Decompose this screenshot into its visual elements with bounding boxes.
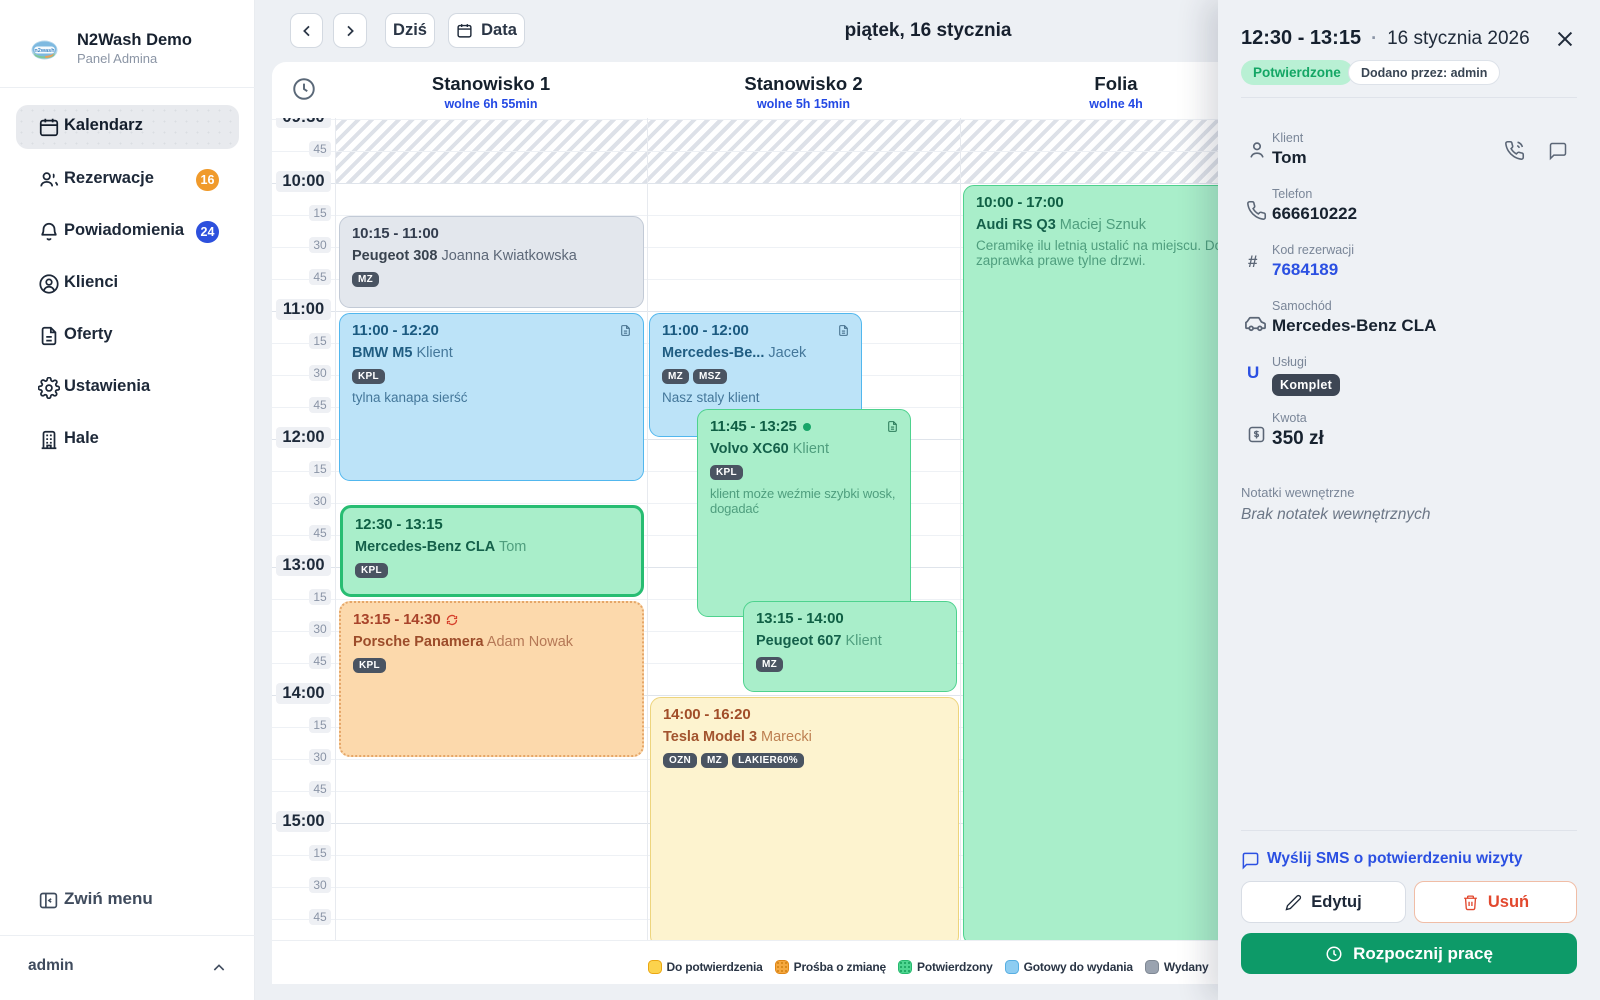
svg-text:n2wash: n2wash <box>34 48 55 54</box>
